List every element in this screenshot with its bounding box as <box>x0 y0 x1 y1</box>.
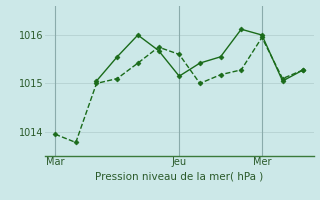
X-axis label: Pression niveau de la mer( hPa ): Pression niveau de la mer( hPa ) <box>95 172 263 182</box>
